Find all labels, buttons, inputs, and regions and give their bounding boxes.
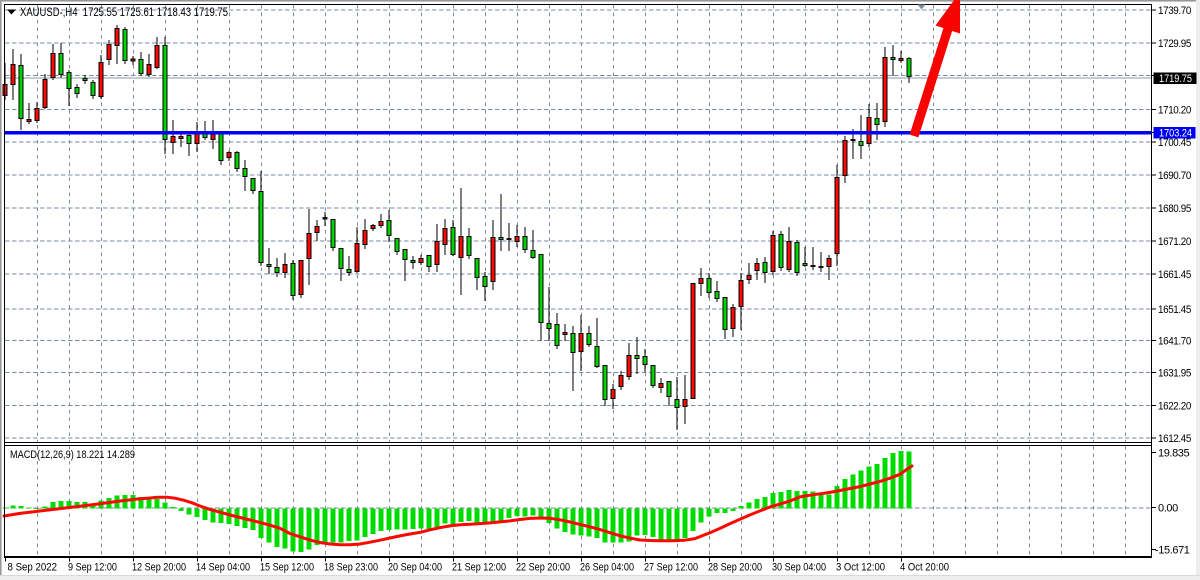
svg-text:12 Sep 20:00: 12 Sep 20:00 bbox=[132, 562, 186, 574]
svg-text:30 Sep 04:00: 30 Sep 04:00 bbox=[772, 562, 826, 574]
svg-text:1622.20: 1622.20 bbox=[1158, 400, 1191, 412]
svg-text:1641.70: 1641.70 bbox=[1158, 335, 1191, 347]
svg-text:1719.75: 1719.75 bbox=[1159, 73, 1192, 85]
svg-text:21 Sep 12:00: 21 Sep 12:00 bbox=[452, 562, 506, 574]
svg-text:28 Sep 20:00: 28 Sep 20:00 bbox=[708, 562, 762, 574]
svg-text:1703.24: 1703.24 bbox=[1159, 128, 1192, 140]
svg-text:8 Sep 2022: 8 Sep 2022 bbox=[8, 562, 58, 574]
svg-text:1612.45: 1612.45 bbox=[1158, 433, 1191, 445]
svg-text:15 Sep 12:00: 15 Sep 12:00 bbox=[260, 562, 314, 574]
svg-text:20 Sep 04:00: 20 Sep 04:00 bbox=[388, 562, 442, 574]
svg-text:9 Sep 12:00: 9 Sep 12:00 bbox=[68, 562, 117, 574]
svg-text:1739.70: 1739.70 bbox=[1158, 5, 1191, 17]
svg-text:1710.20: 1710.20 bbox=[1158, 104, 1191, 116]
svg-text:-15.671: -15.671 bbox=[1155, 545, 1190, 557]
svg-text:26 Sep 04:00: 26 Sep 04:00 bbox=[580, 562, 634, 574]
svg-text:MACD(12,26,9) 18.221 14.289: MACD(12,26,9) 18.221 14.289 bbox=[10, 449, 135, 461]
svg-text:XAUUSD-,H4 1725.55 1725.61 17: XAUUSD-,H4 1725.55 1725.61 1718.43 1719.… bbox=[20, 5, 228, 19]
svg-text:14 Sep 04:00: 14 Sep 04:00 bbox=[196, 562, 250, 574]
svg-text:22 Sep 20:00: 22 Sep 20:00 bbox=[516, 562, 570, 574]
svg-text:0.00: 0.00 bbox=[1158, 503, 1178, 515]
svg-text:1671.20: 1671.20 bbox=[1158, 236, 1191, 248]
svg-text:1729.95: 1729.95 bbox=[1158, 38, 1191, 50]
svg-text:1651.45: 1651.45 bbox=[1158, 304, 1191, 316]
svg-text:1680.95: 1680.95 bbox=[1158, 203, 1191, 215]
svg-text:19.835: 19.835 bbox=[1158, 448, 1190, 460]
svg-text:4 Oct 20:00: 4 Oct 20:00 bbox=[900, 562, 949, 574]
svg-text:3 Oct 12:00: 3 Oct 12:00 bbox=[836, 562, 885, 574]
svg-text:1661.45: 1661.45 bbox=[1158, 269, 1191, 281]
svg-text:1631.95: 1631.95 bbox=[1158, 368, 1191, 380]
svg-text:18 Sep 23:00: 18 Sep 23:00 bbox=[324, 562, 378, 574]
svg-text:1700.45: 1700.45 bbox=[1158, 137, 1191, 149]
svg-text:27 Sep 12:00: 27 Sep 12:00 bbox=[644, 562, 698, 574]
svg-text:1690.70: 1690.70 bbox=[1158, 170, 1191, 182]
